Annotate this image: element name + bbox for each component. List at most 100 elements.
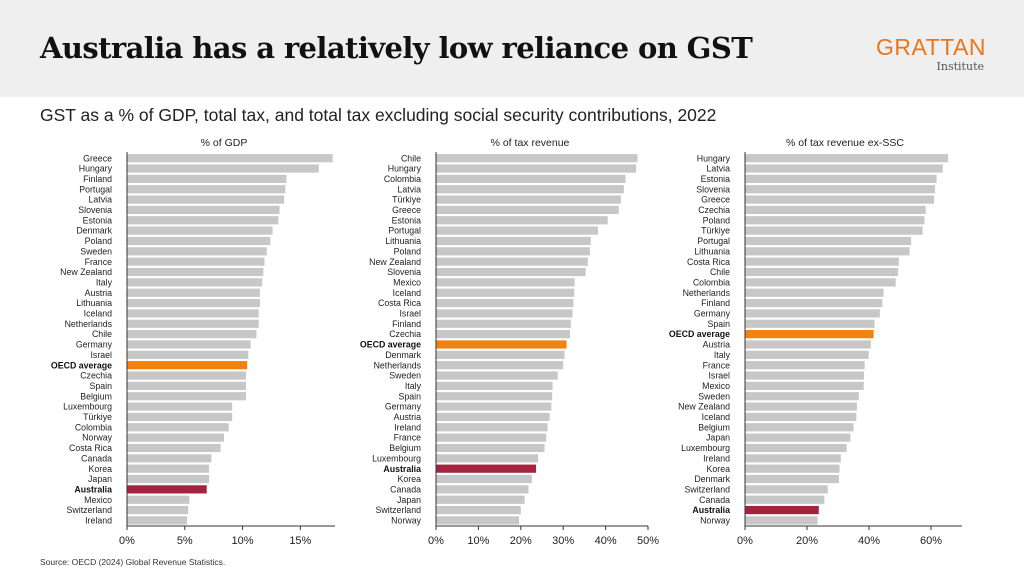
- bar-lithuania: [436, 236, 591, 246]
- bar-colombia: [745, 278, 896, 287]
- category-label-australia: Australia: [74, 484, 112, 494]
- bar-estonia: [127, 216, 279, 225]
- category-label-mexico: Mexico: [393, 277, 421, 287]
- bar-mexico: [436, 278, 575, 287]
- bar-italy: [436, 381, 553, 390]
- bar-slovenia: [127, 205, 280, 215]
- category-label-czechia: Czechia: [389, 329, 421, 339]
- bar-luxembourg: [745, 443, 847, 453]
- bar-estonia: [436, 216, 608, 225]
- bar-portugal: [127, 185, 286, 194]
- x-tick-label: 60%: [920, 535, 942, 547]
- bar-turkiye: [127, 412, 233, 422]
- bar-italy: [127, 278, 263, 287]
- category-label-norway: Norway: [700, 516, 730, 526]
- bar-ireland: [127, 516, 188, 525]
- category-label-costa-rica: Costa Rica: [69, 443, 112, 453]
- bar-korea: [436, 474, 532, 484]
- category-label-canada: Canada: [390, 484, 421, 494]
- bar-latvia: [745, 164, 943, 173]
- bar-greece: [127, 154, 333, 163]
- category-label-italy: Italy: [96, 277, 113, 287]
- panel-title-2: % of tax revenue: [491, 137, 570, 149]
- bar-korea: [745, 464, 840, 473]
- bar-new-zealand: [127, 267, 264, 277]
- category-label-poland: Poland: [394, 246, 421, 256]
- category-label-turkiye: Türkiye: [83, 412, 112, 422]
- category-label-costa-rica: Costa Rica: [378, 298, 421, 308]
- bar-finland: [436, 319, 571, 328]
- category-label-netherlands: Netherlands: [65, 319, 113, 329]
- bar-oecd-average: [436, 340, 567, 349]
- bar-colombia: [127, 423, 229, 432]
- bar-france: [745, 361, 865, 370]
- bar-korea: [127, 464, 210, 473]
- panel-title-3: % of tax revenue ex-SSC: [786, 137, 904, 149]
- category-label-hungary: Hungary: [388, 164, 422, 174]
- bar-germany: [436, 402, 552, 411]
- category-label-chile: Chile: [401, 153, 421, 163]
- bar-spain: [745, 319, 875, 328]
- category-label-hungary: Hungary: [79, 164, 113, 174]
- bar-lithuania: [127, 298, 260, 308]
- bar-japan: [745, 433, 851, 442]
- bar-sweden: [436, 371, 558, 380]
- category-label-france: France: [394, 433, 421, 443]
- bar-australia: [127, 485, 207, 494]
- category-label-france: France: [85, 257, 112, 267]
- bar-norway: [436, 516, 520, 525]
- chart-subtitle: GST as a % of GDP, total tax, and total …: [40, 105, 717, 125]
- category-label-norway: Norway: [391, 516, 421, 526]
- bar-hungary: [127, 164, 319, 173]
- bar-greece: [436, 205, 619, 215]
- category-label-switzerland: Switzerland: [376, 505, 422, 515]
- bar-japan: [127, 474, 210, 484]
- bar-germany: [745, 309, 880, 318]
- x-tick-label: 0%: [428, 535, 444, 547]
- bar-netherlands: [436, 361, 564, 370]
- bar-netherlands: [745, 288, 884, 297]
- bar-switzerland: [436, 505, 521, 515]
- bar-latvia: [127, 195, 285, 204]
- category-label-latvia: Latvia: [398, 184, 422, 194]
- category-label-chile: Chile: [710, 267, 730, 277]
- category-label-germany: Germany: [76, 340, 113, 350]
- category-label-austria: Austria: [703, 340, 730, 350]
- category-label-sweden: Sweden: [80, 246, 112, 256]
- category-label-mexico: Mexico: [702, 381, 730, 391]
- bar-norway: [745, 516, 818, 525]
- category-label-czechia: Czechia: [80, 371, 112, 381]
- category-label-ireland: Ireland: [394, 422, 421, 432]
- x-tick-label: 20%: [510, 535, 532, 547]
- bar-new-zealand: [745, 402, 857, 411]
- category-label-estonia: Estonia: [83, 215, 112, 225]
- bar-switzerland: [745, 485, 828, 494]
- category-label-finland: Finland: [392, 319, 421, 329]
- bar-turkiye: [436, 195, 621, 204]
- category-label-slovenia: Slovenia: [78, 205, 112, 215]
- category-label-poland: Poland: [703, 215, 730, 225]
- bar-denmark: [745, 474, 839, 484]
- category-label-new-zealand: New Zealand: [678, 402, 730, 412]
- logo-wordmark: GRATTAN: [876, 34, 986, 60]
- bar-costa-rica: [127, 443, 221, 453]
- category-label-iceland: Iceland: [702, 412, 730, 422]
- bar-denmark: [127, 226, 273, 235]
- bar-france: [436, 433, 547, 442]
- x-tick-label: 20%: [796, 535, 818, 547]
- bar-oecd-average: [127, 361, 248, 370]
- bar-finland: [127, 174, 287, 183]
- bar-chile: [127, 330, 257, 339]
- bar-austria: [436, 412, 550, 422]
- category-label-australia: Australia: [692, 505, 730, 515]
- category-label-netherlands: Netherlands: [374, 360, 422, 370]
- category-label-latvia: Latvia: [707, 164, 731, 174]
- category-label-australia: Australia: [383, 464, 421, 474]
- category-label-spain: Spain: [90, 381, 113, 391]
- bar-japan: [436, 495, 525, 504]
- bar-czechia: [127, 371, 247, 380]
- bar-norway: [127, 433, 225, 442]
- bar-new-zealand: [436, 257, 588, 266]
- category-label-luxembourg: Luxembourg: [681, 443, 730, 453]
